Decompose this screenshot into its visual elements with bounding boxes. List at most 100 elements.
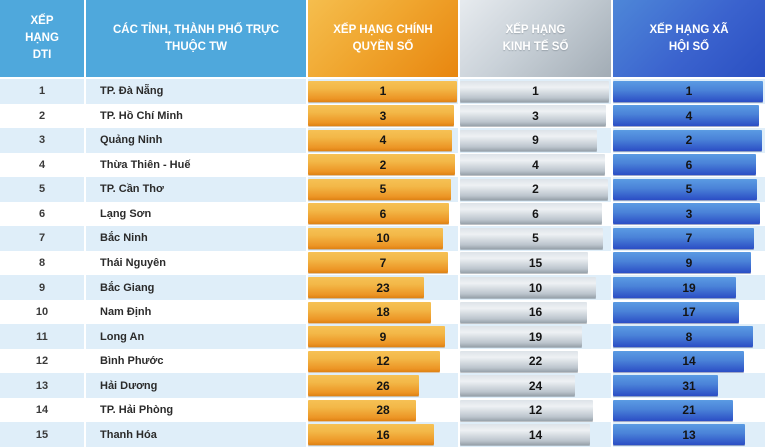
column-divider <box>458 201 460 227</box>
dti-rank-value: 4 <box>0 152 84 178</box>
dti-rank-value: 14 <box>0 397 84 423</box>
province-name: Bắc Giang <box>86 275 306 300</box>
dti-rank-value: 3 <box>0 128 84 153</box>
table-row: 14 TP. Hải Phòng 28 12 21 <box>0 397 765 423</box>
column-divider <box>458 103 460 129</box>
col-header-digital-society: XẾP HẠNG XÃ HỘI SỐ <box>613 0 765 77</box>
digital-society-rank-value: 3 <box>685 206 693 221</box>
digital-society-rank-bar <box>613 350 744 372</box>
digital-government-rank-value: 9 <box>379 329 387 344</box>
table-header-row: XẾP HẠNG DTI CÁC TỈNH, THÀNH PHỐ TRỰC TH… <box>0 0 765 77</box>
digital-economy-rank-value: 16 <box>528 305 543 320</box>
digital-government-rank-bar <box>308 227 443 249</box>
column-divider <box>84 79 86 104</box>
digital-economy-rank-value: 2 <box>532 182 539 197</box>
column-divider <box>611 177 613 202</box>
province-name: Bình Phước <box>86 348 306 374</box>
digital-economy-rank-value: 4 <box>532 157 539 172</box>
column-divider <box>611 324 613 349</box>
column-divider <box>306 299 308 325</box>
digital-society-rank-value: 21 <box>682 403 696 418</box>
digital-government-rank-bar <box>308 203 449 225</box>
digital-economy-rank-bar <box>460 203 602 225</box>
dti-rank-value: 2 <box>0 103 84 129</box>
digital-economy-rank-cell: 2 <box>460 177 611 202</box>
province-name: Long An <box>86 324 306 349</box>
province-name: Bắc Ninh <box>86 226 306 251</box>
digital-government-rank-value: 18 <box>376 305 390 320</box>
digital-government-rank-bar <box>308 252 448 274</box>
column-divider <box>611 79 613 104</box>
province-name: Quảng Ninh <box>86 128 306 153</box>
digital-government-rank-cell: 1 <box>308 79 458 104</box>
digital-economy-rank-bar <box>460 424 590 446</box>
dti-rank-value: 10 <box>0 299 84 325</box>
digital-society-rank-bar <box>613 80 764 102</box>
digital-society-rank-bar <box>613 129 762 151</box>
digital-government-rank-cell: 6 <box>308 201 458 227</box>
column-divider <box>611 422 613 447</box>
col-header-dti-rank: XẾP HẠNG DTI <box>0 0 84 77</box>
table-row: 13 Hải Dương 26 24 31 <box>0 373 765 398</box>
column-divider <box>611 226 613 251</box>
digital-government-rank-bar <box>308 399 416 421</box>
col-header-dti-rank-label: XẾP HẠNG DTI <box>25 15 59 61</box>
digital-government-rank-value: 4 <box>379 133 387 148</box>
digital-government-rank-value: 3 <box>379 108 387 123</box>
digital-economy-rank-bar <box>460 277 596 299</box>
column-divider <box>611 250 613 276</box>
digital-society-rank-bar <box>613 301 740 323</box>
column-divider <box>84 422 86 447</box>
digital-society-rank-cell: 2 <box>613 128 765 153</box>
column-divider <box>611 0 613 77</box>
digital-society-rank-bar <box>613 375 718 397</box>
digital-society-rank-bar <box>613 277 737 299</box>
column-divider <box>458 299 460 325</box>
province-name: TP. Hải Phòng <box>86 397 306 423</box>
digital-government-rank-value: 1 <box>379 84 387 99</box>
province-name: Thái Nguyên <box>86 250 306 276</box>
dti-rank-value: 6 <box>0 201 84 227</box>
digital-society-rank-cell: 7 <box>613 226 765 251</box>
column-divider <box>306 152 308 178</box>
digital-society-rank-value: 6 <box>685 157 693 172</box>
province-name: TP. Hồ Chí Minh <box>86 103 306 129</box>
column-divider <box>306 373 308 398</box>
digital-society-rank-bar <box>613 105 759 127</box>
digital-economy-rank-bar <box>460 80 610 102</box>
digital-government-rank-value: 16 <box>376 427 390 442</box>
column-divider <box>458 373 460 398</box>
digital-government-rank-cell: 23 <box>308 275 458 300</box>
table-row: 2 TP. Hồ Chí Minh 3 3 4 <box>0 103 765 129</box>
col-header-digital-society-label: XẾP HẠNG XÃ HỘI SỐ <box>649 23 729 53</box>
digital-society-rank-cell: 14 <box>613 348 765 374</box>
column-divider <box>84 373 86 398</box>
digital-society-rank-value: 8 <box>685 329 693 344</box>
dti-rank-value: 12 <box>0 348 84 374</box>
digital-economy-rank-bar <box>460 326 583 348</box>
digital-society-rank-value: 31 <box>682 378 696 393</box>
digital-government-rank-bar <box>308 424 434 446</box>
digital-government-rank-value: 2 <box>379 157 387 172</box>
digital-government-rank-bar <box>308 129 452 151</box>
digital-economy-rank-value: 10 <box>528 280 543 295</box>
column-divider <box>458 275 460 300</box>
digital-economy-rank-value: 1 <box>532 84 539 99</box>
digital-government-rank-value: 5 <box>379 182 387 197</box>
digital-economy-rank-bar <box>460 375 575 397</box>
digital-society-rank-cell: 4 <box>613 103 765 129</box>
column-divider <box>458 128 460 153</box>
digital-society-rank-bar <box>613 178 758 200</box>
digital-society-rank-bar <box>613 154 756 176</box>
column-divider <box>306 275 308 300</box>
dti-rank-value: 8 <box>0 250 84 276</box>
digital-government-rank-bar <box>308 326 445 348</box>
column-divider <box>84 275 86 300</box>
digital-economy-rank-cell: 22 <box>460 348 611 374</box>
col-header-province-label: CÁC TỈNH, THÀNH PHỐ TRỰC THUỘC TW <box>112 23 280 53</box>
table-row: 15 Thanh Hóa 16 14 13 <box>0 422 765 447</box>
column-divider <box>84 177 86 202</box>
digital-government-rank-value: 28 <box>376 403 390 418</box>
column-divider <box>458 324 460 349</box>
digital-society-rank-cell: 1 <box>613 79 765 104</box>
